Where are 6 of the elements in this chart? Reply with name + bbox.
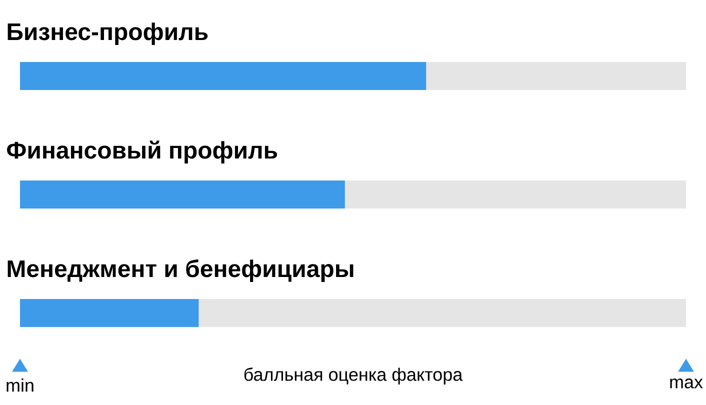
y-tick-label: Менеджмент и бенефициары (8, 259, 354, 282)
x-axis-title: балльная оценка фактора (244, 368, 463, 384)
text: max (670, 378, 703, 388)
y-tick-label: Бизнес-профиль (8, 22, 208, 45)
y-tick-label: Финансовый профиль (7, 140, 278, 164)
text: min (6, 378, 34, 392)
